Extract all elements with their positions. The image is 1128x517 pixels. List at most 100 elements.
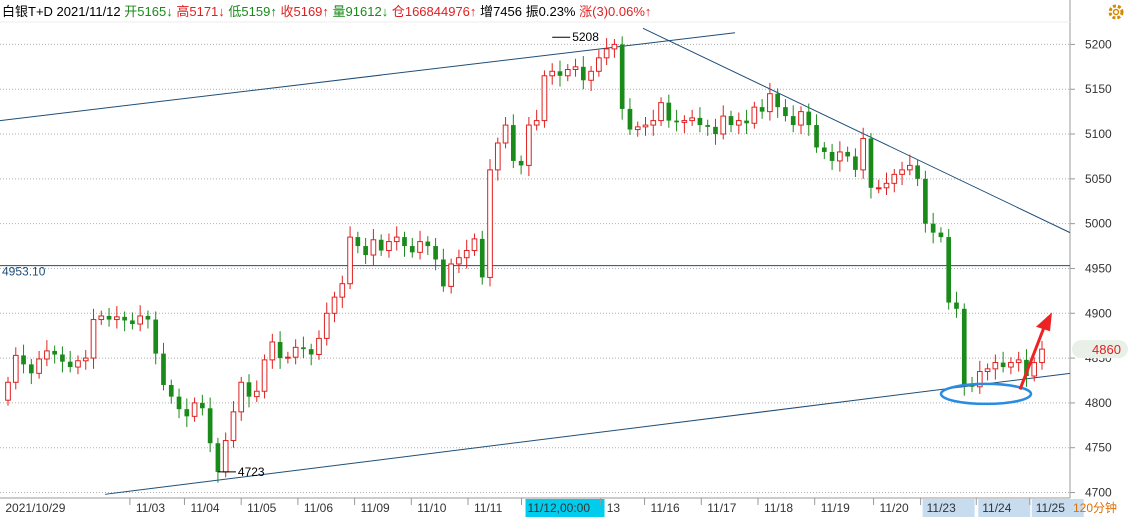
candle-body-down [783,107,788,117]
red-arrow-shaft [1018,321,1048,390]
candle-body-up [5,381,11,401]
highlight-date-box [1031,499,1084,517]
candle-body-up [487,169,493,278]
candle-body-down [814,125,819,148]
increase-label: 增 [480,4,494,19]
candle-body-down [301,347,306,350]
high-label: 高 [176,4,190,19]
candle-body-up [331,296,338,314]
candle-body-down [207,408,213,444]
candle-body-down [355,237,361,247]
candle-body-up [339,283,346,298]
candle-body-up [393,236,400,243]
candle-body-up [98,315,105,321]
candle-body-up [1039,348,1045,364]
candle-body-up [75,360,81,368]
y-tick-label: 5200 [1085,37,1112,51]
candle-body-down [1000,362,1006,368]
candle-body-down [106,315,112,320]
symbol-name: 白银T+D [2,4,53,19]
candle-body-up [191,402,198,417]
x-axis: 2021/10/29 11/03 11/04 11/05 11/06 11/09 11/10… [0,497,1128,517]
candle-body-up [891,173,898,184]
y-tick-label: 5150 [1085,82,1112,96]
candle-body-down [713,126,718,135]
candle-body-up [720,115,727,135]
candle-body-up [634,126,641,131]
candle-body-up [347,236,353,285]
candle-body-down [674,120,679,123]
grid-lines: 4953.10 [0,0,1071,517]
increase-value: 7456 [493,4,522,19]
y-tick-label: 4900 [1085,306,1112,320]
candle-body-down [697,117,703,126]
candle-body-down [806,111,812,126]
candle-body-up [541,75,548,122]
highlight-ellipse [939,382,1033,406]
close-label: 收 [280,4,294,19]
candle-body-down [161,353,166,385]
candle-body-down [961,308,967,385]
amplitude-label: 振 [525,4,539,19]
y-tick-label: 5050 [1085,172,1112,186]
candle-body-down [705,125,711,127]
x-tick-label: 2021/10/29 [5,501,65,515]
candle-body-down [845,151,850,157]
candle-body-up [494,142,501,171]
candle-body-down [580,66,586,81]
x-tick-label: 11/11 [474,501,503,515]
gear-icon[interactable] [1106,2,1126,22]
candle-body-down [744,120,749,124]
amplitude-value: 0.23% [538,4,576,19]
low-value: 5159↑ [241,4,277,19]
candle-body-up [611,43,618,50]
lower-channel-line [104,372,1071,495]
candle-body-up [681,120,688,123]
candle-body-up [751,106,758,124]
last-price-label: 4860 [1092,342,1121,357]
candle-body-up [471,238,478,252]
candle-body-down [153,319,159,354]
candle-body-down [52,350,57,355]
candle-body-up [36,358,42,374]
x-tick-label: 11/25 [1036,501,1065,515]
candle-body-up [658,102,664,122]
candle-body-up [253,390,260,398]
candle-body-up [1031,362,1038,377]
candle-body-up [448,263,454,287]
highlight-date-box [922,499,975,517]
candle-body-down [969,384,975,387]
candle-body-down [402,237,407,247]
candle-body-up [588,70,594,81]
candle-body-up [456,257,462,265]
red-arrow-head [1036,312,1052,332]
trough-label: 4723 [238,465,265,479]
candle-body-up [650,120,657,126]
level-line-label: 4953.10 [2,265,46,279]
x-tick-label: 11/16 [651,501,680,515]
upper-channel-line [0,32,736,122]
x-tick-label: 11/19 [821,501,850,515]
candle-body-down [246,382,252,397]
candle-body-up [572,66,579,70]
x-tick-label: 11/20 [880,501,909,515]
candle-body-up [1015,359,1022,364]
candle-body-up [603,48,610,59]
candle-body-down [511,125,516,161]
candle-body-down [821,147,827,152]
x-tick-label: 13 [607,501,621,515]
x-tick-label: 11/17 [707,501,736,515]
x-tick-label: 11/18 [764,501,793,515]
candle-body-up [875,187,882,190]
candle-body-up [316,337,322,355]
candle-body-down [923,178,928,224]
candle-body-down [28,364,34,374]
x-tick-label: 11/24 [982,501,1011,515]
candle-body-down [853,156,858,170]
y-tick-label: 4750 [1085,441,1112,455]
downtrend-line [642,27,1071,234]
change-value: (3)0.06%↑ [592,4,652,19]
candle-body-up [992,362,999,370]
candle-body-up [44,350,50,360]
